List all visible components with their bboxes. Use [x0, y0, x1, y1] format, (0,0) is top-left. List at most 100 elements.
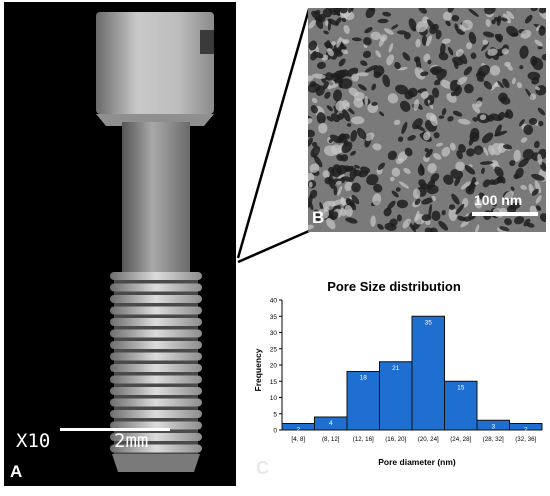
histogram-bar	[379, 361, 413, 431]
thread-groove	[114, 383, 198, 387]
bar-value-label: 35	[425, 319, 433, 326]
pore-wall	[461, 19, 473, 31]
pore	[341, 17, 347, 23]
pore	[472, 117, 478, 122]
pore-wall	[397, 151, 408, 162]
pore	[346, 123, 352, 127]
pore	[469, 131, 480, 142]
pore	[513, 173, 519, 180]
panel-b-label: B	[312, 208, 325, 227]
panel-a-label: A	[10, 462, 23, 481]
pore	[310, 145, 321, 158]
pore	[389, 218, 398, 227]
pore	[337, 113, 345, 120]
thread-groove	[114, 291, 198, 295]
pore	[316, 112, 326, 125]
pore	[394, 61, 401, 70]
pore	[526, 222, 535, 228]
chart-title: Pore Size distribution	[327, 279, 461, 294]
pore	[541, 54, 546, 61]
pore	[362, 50, 372, 59]
pore-wall	[475, 224, 480, 232]
bar-value-label: 18	[360, 375, 368, 382]
pore-wall	[323, 207, 330, 212]
thread-groove	[114, 418, 198, 422]
pore	[496, 33, 504, 42]
pore	[447, 8, 455, 13]
pore	[534, 140, 540, 149]
pore	[483, 80, 493, 90]
screw-thread	[110, 444, 202, 453]
pore	[455, 203, 465, 215]
pore-wall	[516, 82, 523, 89]
pore	[348, 8, 354, 13]
pore	[402, 52, 411, 61]
pore	[354, 164, 360, 169]
bar-value-label: 2	[524, 427, 528, 434]
pore-wall	[372, 143, 382, 151]
pore	[451, 193, 460, 205]
pore	[395, 84, 409, 95]
pore	[537, 107, 546, 116]
pore	[435, 30, 442, 40]
pore	[481, 42, 490, 51]
pore-wall	[511, 77, 516, 85]
pore	[415, 124, 426, 132]
pore	[447, 116, 454, 122]
thread-groove	[114, 314, 198, 318]
pore-wall	[529, 93, 537, 101]
pore	[531, 188, 539, 196]
sem-scale-label: 100 nm	[474, 192, 523, 208]
pore	[418, 8, 427, 14]
thread-groove	[114, 326, 198, 330]
screw-thread	[110, 318, 202, 326]
x-tick-label: (32, 36]	[515, 436, 536, 443]
pore-wall	[440, 79, 452, 89]
y-tick-label: 35	[270, 314, 278, 321]
pore	[429, 23, 439, 35]
y-tick-label: 5	[273, 411, 277, 418]
pore	[440, 42, 446, 56]
screw-thread	[110, 306, 202, 315]
pore	[371, 83, 377, 91]
pore-wall	[309, 163, 320, 173]
pore	[377, 223, 384, 230]
bar-value-label: 4	[329, 420, 333, 427]
pore	[510, 186, 515, 191]
panel-a-xray-image: X10 2mm A	[4, 2, 236, 486]
pore	[441, 108, 447, 116]
pore-wall	[520, 184, 528, 190]
pore	[310, 104, 318, 114]
x-tick-label: (12, 16]	[353, 436, 374, 443]
pore	[463, 66, 473, 76]
thread-groove	[114, 360, 198, 364]
pore-wall	[402, 218, 411, 229]
pore	[492, 177, 503, 185]
pore	[364, 27, 373, 34]
pore	[522, 148, 534, 160]
pore	[492, 202, 497, 207]
pore	[383, 207, 392, 217]
pore	[373, 65, 385, 77]
pore	[345, 198, 351, 203]
pore-wall	[482, 39, 489, 45]
pore-wall	[387, 93, 399, 104]
pore	[498, 92, 508, 102]
pore	[433, 78, 443, 86]
screw-thread	[110, 283, 202, 292]
pore	[313, 51, 324, 59]
pore	[324, 177, 332, 185]
pore-wall	[370, 31, 382, 41]
pore	[429, 227, 438, 232]
thread-groove	[114, 429, 198, 433]
pore	[308, 83, 321, 93]
pore-wall	[460, 181, 471, 190]
pore-wall	[455, 161, 465, 172]
pore-wall	[483, 147, 489, 156]
pore	[421, 35, 428, 46]
pore	[500, 175, 506, 184]
pore	[373, 183, 383, 193]
panel-b-sem-image: 100 nm B	[308, 8, 546, 232]
pore	[324, 72, 334, 81]
pore	[313, 209, 321, 222]
